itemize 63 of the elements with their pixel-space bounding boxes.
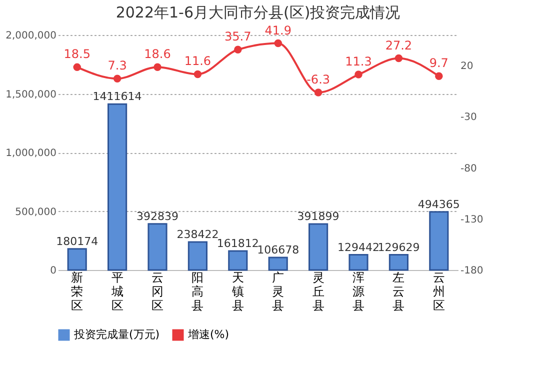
- y-tick-label: 0: [50, 266, 56, 276]
- legend-label: 增速(%): [187, 328, 230, 341]
- data-label: 11.6: [184, 54, 212, 68]
- point: [113, 74, 122, 82]
- bar: [148, 223, 168, 271]
- data-label: -6.3: [306, 72, 330, 87]
- y-tick-label: 1,000,000: [6, 148, 56, 159]
- y-tick-label: 500,000: [15, 206, 56, 218]
- bar: [228, 250, 248, 271]
- point: [394, 54, 403, 62]
- x-tick-label: 云冈区: [151, 270, 164, 312]
- data-label: 106678: [257, 243, 300, 256]
- x-tick-label: 广灵县: [272, 270, 284, 312]
- bar: [429, 211, 449, 271]
- x-tick-label: 云州区: [432, 270, 445, 312]
- point: [314, 88, 322, 96]
- x-tick-label: 左云县: [392, 270, 405, 312]
- y2-tick-label: -30: [460, 112, 477, 124]
- chart-title: 2022年1-6月大同市分县(区)投资完成情况: [116, 3, 400, 22]
- x-tick-label: 天镇县: [230, 270, 244, 312]
- y-tick-label: 1,500,000: [6, 89, 56, 100]
- x-tick-label: 新荣区: [71, 270, 84, 312]
- data-label: 180174: [56, 234, 98, 248]
- y2-tick-label: 20: [460, 61, 474, 72]
- bar: [108, 103, 128, 271]
- bar: [268, 256, 288, 271]
- data-label: 392839: [136, 210, 178, 223]
- data-label: 391899: [297, 210, 340, 223]
- bar: [188, 241, 208, 271]
- bar: [348, 254, 368, 271]
- data-label: 41.9: [264, 23, 292, 38]
- data-label: 18.5: [64, 47, 90, 62]
- x-tick-label: 平城区: [110, 270, 124, 312]
- point: [274, 39, 282, 48]
- legend-label: 投资完成量(万元): [73, 328, 160, 341]
- bar: [388, 254, 408, 271]
- data-label: 11.3: [345, 54, 372, 69]
- point: [154, 63, 162, 71]
- y2-tick-label: -130: [460, 214, 484, 226]
- point: [354, 70, 362, 78]
- point: [234, 46, 242, 54]
- point: [435, 72, 443, 80]
- data-label: 1411614: [92, 90, 142, 104]
- data-label: 9.7: [429, 56, 448, 70]
- y2-tick-label: -80: [460, 163, 477, 174]
- data-label: 238422: [176, 228, 219, 241]
- data-label: 18.6: [144, 47, 171, 62]
- data-label: 35.7: [224, 30, 252, 44]
- point: [194, 70, 202, 78]
- data-label: 161812: [216, 236, 259, 250]
- point: [73, 63, 81, 72]
- x-tick-label: 灵丘县: [312, 270, 324, 312]
- y2-tick-label: -180: [460, 266, 484, 276]
- x-tick-label: 阳高县: [192, 270, 204, 312]
- data-label: 494365: [418, 198, 460, 211]
- data-label: 7.3: [108, 58, 127, 73]
- data-label: 27.2: [385, 38, 412, 52]
- x-tick-label: 浑源县: [352, 270, 365, 312]
- data-label: 129442: [338, 240, 380, 254]
- bar: [67, 248, 87, 271]
- y-tick-label: 2,000,000: [6, 30, 56, 42]
- data-label: 129629: [378, 240, 420, 254]
- bar: [308, 223, 328, 271]
